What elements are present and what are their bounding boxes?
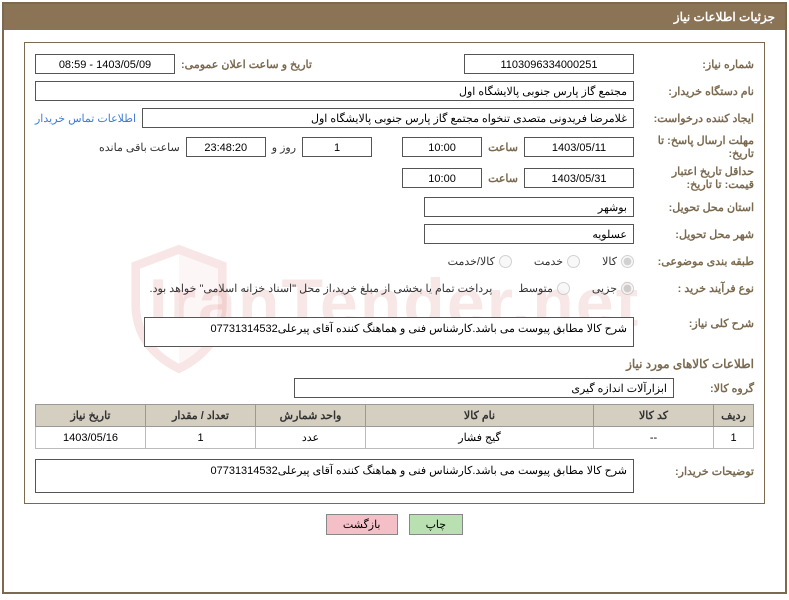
reply-hour-value: 10:00 [402, 137, 482, 157]
requester-value: غلامرضا فریدونی متصدی تنخواه مجتمع گاز پ… [142, 108, 634, 128]
table-cell: 1403/05/16 [36, 427, 146, 449]
radio-goods-service-label: کالا/خدمت [448, 255, 495, 268]
print-button[interactable]: چاپ [409, 514, 464, 535]
delivery-city-label: شهر محل تحویل: [634, 228, 754, 241]
need-number-value: 1103096334000251 [464, 54, 634, 74]
radio-goods[interactable] [621, 255, 634, 268]
back-button[interactable]: بازگشت [326, 514, 398, 535]
general-desc-label: شرح کلی نیاز: [634, 317, 754, 330]
goods-table: ردیفکد کالانام کالاواحد شمارشتعداد / مقد… [35, 404, 754, 449]
radio-goods-label: کالا [602, 255, 617, 268]
reply-deadline-label: مهلت ارسال پاسخ: تا تاریخ: [634, 134, 754, 160]
buyer-notes-value: شرح کالا مطابق پیوست می باشد.کارشناس فنی… [35, 459, 634, 493]
delivery-province-label: استان محل تحویل: [634, 201, 754, 214]
buyer-org-value: مجتمع گاز پارس جنوبی پالایشگاه اول [35, 81, 634, 101]
reply-date-value: 1403/05/11 [524, 137, 634, 157]
goods-group-value: ابزارآلات اندازه گیری [294, 378, 674, 398]
treasury-note: پرداخت تمام یا بخشی از مبلغ خرید،از محل … [150, 282, 501, 295]
purchase-type-label: نوع فرآیند خرید : [634, 282, 754, 295]
delivery-province-value: بوشهر [424, 197, 634, 217]
announce-value: 1403/05/09 - 08:59 [35, 54, 175, 74]
table-header: تاریخ نیاز [36, 405, 146, 427]
radio-small[interactable] [621, 282, 634, 295]
table-header: کد کالا [594, 405, 714, 427]
buyer-contact-link[interactable]: اطلاعات تماس خریدار [35, 112, 142, 125]
announce-label: تاریخ و ساعت اعلان عمومی: [175, 58, 318, 71]
radio-medium[interactable] [557, 282, 570, 295]
table-header: تعداد / مقدار [146, 405, 256, 427]
delivery-city-value: عسلویه [424, 224, 634, 244]
radio-goods-service[interactable] [499, 255, 512, 268]
table-header: واحد شمارش [256, 405, 366, 427]
category-radio-group: کالا خدمت کالا/خدمت [430, 255, 634, 268]
table-header: نام کالا [366, 405, 594, 427]
table-cell: 1 [146, 427, 256, 449]
need-number-label: شماره نیاز: [634, 58, 754, 71]
main-form: شماره نیاز: 1103096334000251 تاریخ و ساع… [24, 42, 765, 504]
general-desc-value: شرح کالا مطابق پیوست می باشد.کارشناس فنی… [144, 317, 634, 347]
table-cell: گیج فشار [366, 427, 594, 449]
buyer-org-label: نام دستگاه خریدار: [634, 85, 754, 98]
hour-label-1: ساعت [482, 141, 524, 154]
buyer-notes-label: توضیحات خریدار: [634, 459, 754, 493]
requester-label: ایجاد کننده درخواست: [634, 112, 754, 125]
radio-service[interactable] [567, 255, 580, 268]
day-and-label: روز و [266, 141, 302, 154]
price-validity-label: حداقل تاریخ اعتبار قیمت: تا تاریخ: [634, 165, 754, 191]
price-hour-value: 10:00 [402, 168, 482, 188]
table-cell: 1 [714, 427, 754, 449]
table-header: ردیف [714, 405, 754, 427]
category-label: طبقه بندی موضوعی: [634, 255, 754, 268]
price-date-value: 1403/05/31 [524, 168, 634, 188]
table-row: 1--گیج فشارعدد11403/05/16 [36, 427, 754, 449]
purchase-type-radio-group: جزیی متوسط [500, 282, 634, 295]
goods-info-title: اطلاعات کالاهای مورد نیاز [35, 357, 754, 371]
table-cell: عدد [256, 427, 366, 449]
hour-label-2: ساعت [482, 172, 524, 185]
radio-medium-label: متوسط [518, 282, 553, 295]
goods-group-label: گروه کالا: [674, 382, 754, 395]
countdown-value: 23:48:20 [186, 137, 266, 157]
remaining-label: ساعت باقی مانده [99, 141, 186, 154]
table-cell: -- [594, 427, 714, 449]
days-remaining: 1 [302, 137, 372, 157]
page-title: جزئیات اطلاعات نیاز [4, 4, 785, 30]
radio-small-label: جزیی [592, 282, 617, 295]
radio-service-label: خدمت [534, 255, 563, 268]
